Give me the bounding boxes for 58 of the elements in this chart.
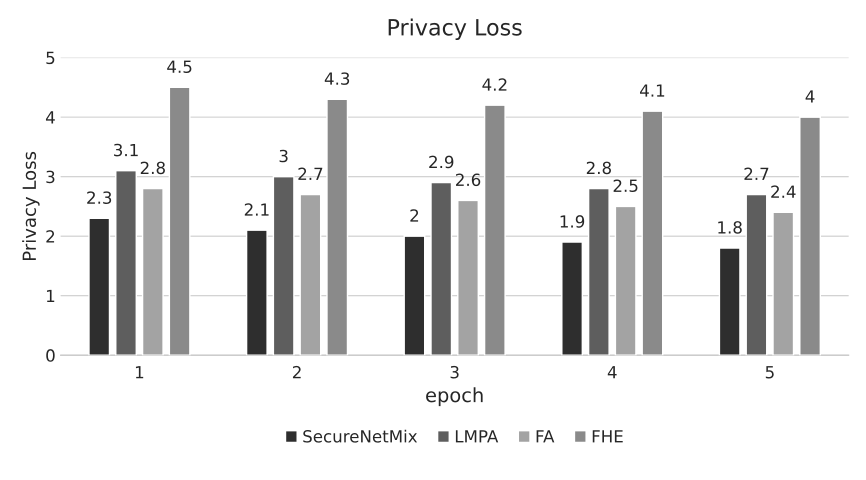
data-label: 2.8 <box>140 162 165 174</box>
bar <box>588 188 610 356</box>
bar <box>614 206 637 356</box>
x-tick-label: 4 <box>608 366 617 378</box>
data-label: 2.7 <box>298 168 322 180</box>
data-label: 4 <box>806 90 814 103</box>
bar <box>718 247 741 356</box>
y-tick-label: 1 <box>46 290 54 302</box>
legend-label: FHE <box>592 430 623 442</box>
data-label: 2.7 <box>744 168 768 180</box>
data-label: 2.8 <box>586 162 611 174</box>
data-label: 2.1 <box>244 203 269 216</box>
data-label: 2.5 <box>614 179 638 192</box>
x-tick-label: 3 <box>450 366 459 379</box>
data-label: 2.4 <box>771 185 796 198</box>
data-label: 4.5 <box>167 60 192 74</box>
bar <box>168 86 191 356</box>
bar <box>746 194 768 356</box>
bar <box>642 110 664 356</box>
x-tick-label: 2 <box>292 366 301 378</box>
y-tick-label: 2 <box>46 230 54 242</box>
bar <box>484 104 506 356</box>
data-label: 4.2 <box>482 78 506 91</box>
bar <box>561 241 584 356</box>
legend-label: SecureNetMix <box>303 430 418 443</box>
chart-title: Privacy Loss <box>388 18 522 40</box>
data-label: 4.1 <box>640 84 664 97</box>
data-label: 2 <box>410 209 418 222</box>
bar <box>272 176 295 356</box>
x-axis-title: epoch <box>426 387 483 406</box>
x-tick-label: 1 <box>136 366 144 378</box>
bar <box>772 212 794 356</box>
x-tick-label: 5 <box>766 366 774 379</box>
data-label: 2.6 <box>456 174 480 186</box>
bar <box>88 218 110 356</box>
bar <box>430 182 452 356</box>
bar <box>142 188 164 356</box>
y-tick-label: 0 <box>46 349 55 362</box>
data-label: 4.3 <box>324 72 350 85</box>
y-tick-label: 5 <box>46 52 54 64</box>
data-label: 3.1 <box>114 144 138 156</box>
y-tick-label: 4 <box>46 111 55 124</box>
data-label: 3 <box>280 150 288 162</box>
data-label: 1.8 <box>718 221 742 234</box>
legend-label: FA <box>536 430 554 442</box>
data-label: 1.9 <box>560 215 584 228</box>
bar <box>457 200 479 356</box>
y-tick-label: 3 <box>46 170 54 184</box>
legend-label: LMPA <box>456 430 498 442</box>
bar <box>299 194 322 356</box>
bar <box>326 98 348 356</box>
data-label: 2.3 <box>87 191 112 204</box>
bar <box>799 116 822 356</box>
data-label: 2.9 <box>429 156 454 168</box>
bar <box>115 170 137 356</box>
bar <box>246 230 268 356</box>
bar <box>404 235 426 356</box>
y-axis-title: Privacy Loss <box>22 152 40 260</box>
